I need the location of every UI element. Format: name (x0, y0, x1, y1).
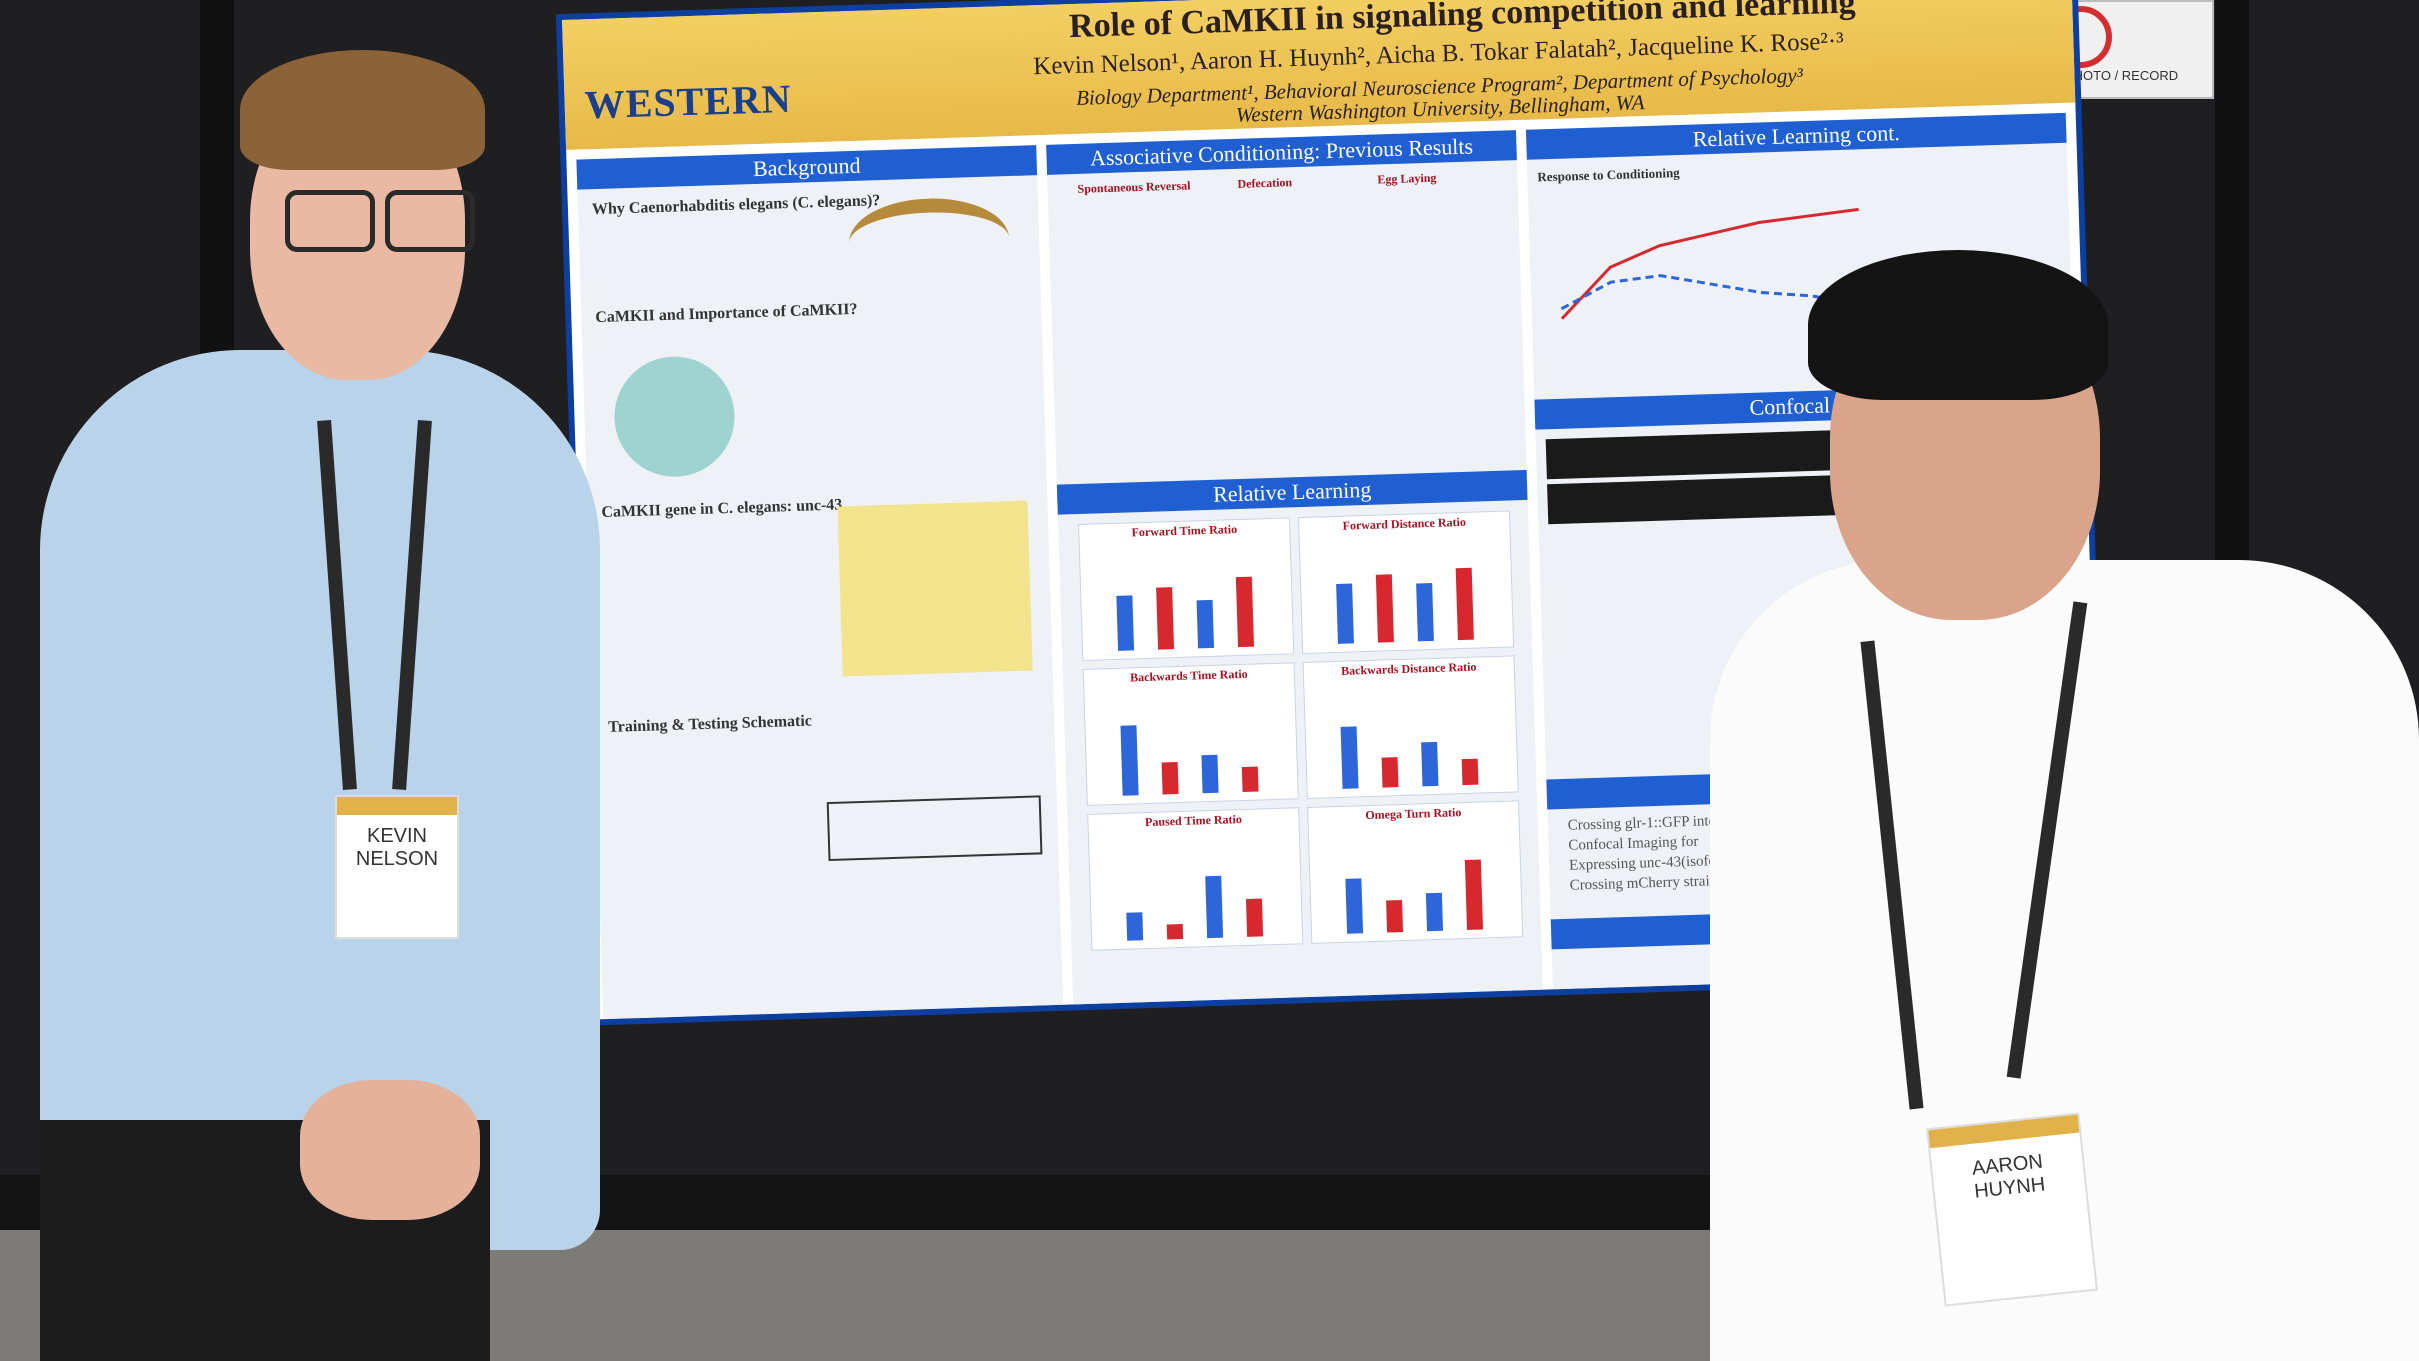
spont-title: Spontaneous Reversal (1077, 178, 1191, 196)
chart-bar (1340, 726, 1359, 789)
chart-title: Backwards Distance Ratio (1340, 659, 1477, 678)
chart-bar (1205, 875, 1224, 939)
relative-chart: Omega Turn Ratio (1307, 800, 1524, 944)
name-badge-left: KEVIN NELSON (335, 795, 459, 939)
relative-chart: Backwards Distance Ratio (1302, 655, 1519, 799)
university-logo: WESTERN (583, 75, 793, 128)
chart-bar (1416, 582, 1434, 642)
egg-title: Egg Laying (1377, 170, 1437, 187)
person-right-hair (1808, 250, 2108, 400)
chart-title: Backwards Time Ratio (1129, 666, 1248, 685)
camkii-heading: CaMKII and Importance of CaMKII? (595, 300, 858, 327)
relative-cont-heading: Relative Learning cont. (1525, 112, 2067, 160)
chart-title: Forward Distance Ratio (1342, 514, 1467, 533)
background-column: Background Why Caenorhabditis elegans (C… (576, 145, 1064, 1020)
glasses-icon (385, 190, 475, 252)
badge-last-name: NELSON (355, 848, 439, 870)
badge-first-name: KEVIN (366, 825, 428, 847)
chart-bar (1386, 900, 1404, 933)
chart-bar (1116, 595, 1135, 651)
sign-text: NO PHOTO / RECORD (2041, 68, 2179, 83)
current-item: Crossing mCherry strain (1569, 873, 1718, 894)
relative-chart: Backwards Time Ratio (1082, 662, 1299, 806)
chart-bar (1245, 898, 1264, 937)
relative-chart: Forward Distance Ratio (1297, 510, 1515, 655)
chart-bar (1196, 599, 1215, 649)
defec-title: Defecation (1237, 175, 1293, 191)
chart-bar (1381, 757, 1399, 788)
person-left-hair (240, 50, 485, 170)
protein-structure-image (612, 354, 737, 479)
confocal-image-2 (1547, 474, 1849, 525)
response-line-chart (1560, 207, 1862, 320)
chart-bar (1120, 725, 1139, 796)
chart-bar (1156, 587, 1175, 650)
chart-bar (1161, 762, 1179, 795)
chart-bar (1235, 576, 1255, 648)
relative-chart: Forward Time Ratio (1078, 517, 1295, 661)
relative-chart: Paused Time Ratio (1087, 807, 1304, 951)
background-heading: Background (576, 145, 1038, 190)
research-poster: WESTERN Role of CaMKII in signaling comp… (562, 0, 2103, 1020)
continued-column: Relative Learning cont. Response to Cond… (1525, 112, 2093, 990)
glasses-icon (285, 190, 375, 252)
chart-bar (1425, 892, 1444, 932)
response-title: Response to Conditioning (1537, 164, 1680, 185)
training-heading: Training & Testing Schematic (607, 712, 813, 736)
chart-title: Omega Turn Ratio (1365, 805, 1462, 823)
current-item: Expressing unc-43(isofo (1568, 853, 1717, 874)
chart-bar (1461, 758, 1479, 786)
chart-bar (1166, 923, 1184, 940)
chart-title: Forward Time Ratio (1131, 522, 1238, 540)
chart-bar (1336, 583, 1354, 644)
confocal-image-1 (1545, 429, 1847, 480)
chart-bar (1455, 567, 1474, 641)
chart-bar (1421, 741, 1439, 787)
chart-bar (1464, 859, 1484, 931)
chart-bar (1201, 754, 1219, 794)
gene-diagram (837, 500, 1033, 677)
person-left-hands (300, 1080, 480, 1220)
name-badge-right: AARON HUYNH (1926, 1112, 2098, 1307)
chart-title: Paused Time Ratio (1144, 812, 1243, 830)
locomotion-schematic (826, 795, 1043, 862)
assoc-heading: Associative Conditioning: Previous Resul… (1046, 130, 1517, 175)
gene-heading: CaMKII gene in C. elegans: unc-43 (601, 496, 843, 521)
why-heading: Why Caenorhabditis elegans (C. elegans)? (591, 192, 881, 219)
chart-bar (1241, 766, 1259, 793)
current-item: Crossing glr-1::GFP into (1567, 813, 1717, 834)
results-column: Associative Conditioning: Previous Resul… (1046, 130, 1543, 1005)
current-item: Confocal Imaging for (1568, 833, 1699, 854)
chart-bar (1126, 912, 1144, 941)
chart-bar (1375, 574, 1394, 643)
chart-bar (1345, 878, 1364, 934)
relative-heading: Relative Learning (1056, 469, 1528, 515)
